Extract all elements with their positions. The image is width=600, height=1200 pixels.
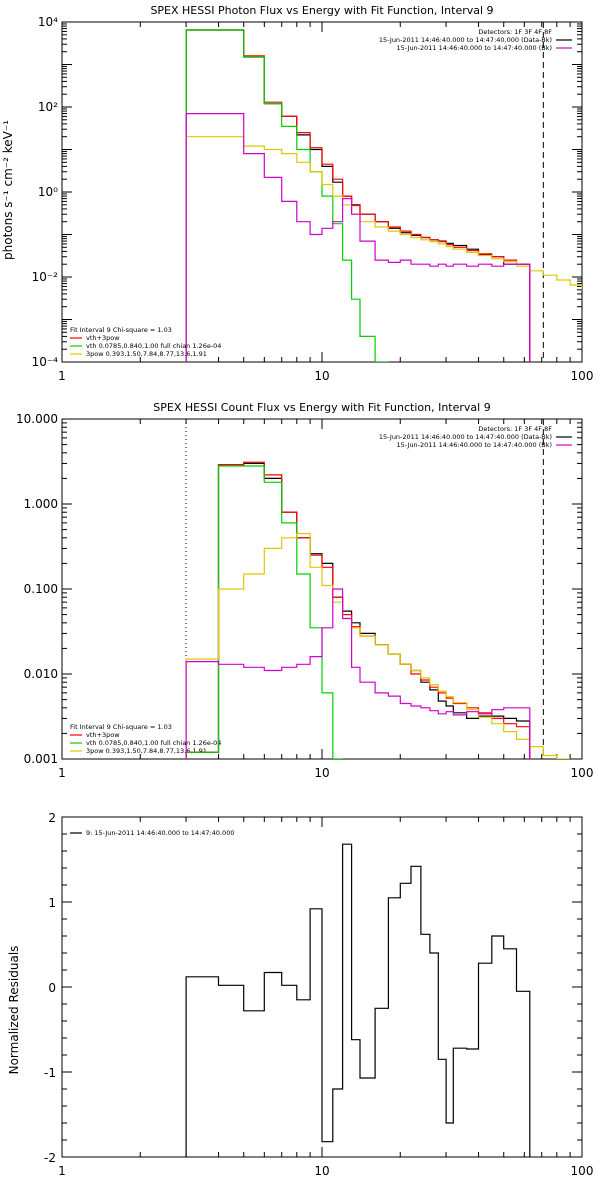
residuals-legend: 9: 15-Jun-2011 14:46:40.000 to 14:47:40.… — [70, 829, 234, 837]
photon-x-tick-label: 100 — [571, 369, 594, 383]
photon-x-tick-label: 10 — [314, 369, 329, 383]
photon-series-total — [185, 29, 531, 362]
count-legend-entry: vth+3pow — [86, 731, 120, 739]
residuals-legend-entry: 9: 15-Jun-2011 14:46:40.000 to 14:47:40.… — [86, 829, 234, 837]
residuals-y-tick-label: 2 — [48, 811, 56, 825]
photon-legend-entry: Fit Interval 9 Chi-square = 1.03 — [70, 326, 172, 334]
photon-x-tick-label: 1 — [58, 369, 66, 383]
panel-count-flux: SPEX HESSI Count Flux vs Energy with Fit… — [16, 401, 593, 780]
residuals-x-tick-label: 1 — [58, 1164, 66, 1178]
count-y-tick-label: 0.100 — [24, 582, 58, 596]
count-y-tick-label: 10.000 — [16, 412, 58, 426]
residuals-y-tick-label: 1 — [48, 896, 56, 910]
count-y-tick-label: 1.000 — [24, 497, 58, 511]
photon-y-axis-label: photons s⁻¹ cm⁻² keV⁻¹ — [1, 120, 15, 260]
photon-legend-entry: vth+3pow — [86, 334, 120, 342]
count-y-tick-label: 0.001 — [24, 752, 58, 766]
photon-y-tick-label: 10² — [38, 100, 58, 114]
residuals-y-tick-label: -2 — [44, 1151, 56, 1165]
count-y-tick-label: 0.010 — [24, 667, 58, 681]
residuals-y-axis-label: Normalized Residuals — [7, 946, 21, 1075]
count-series-thermal — [185, 465, 343, 759]
count-chart-title: SPEX HESSI Count Flux vs Energy with Fit… — [153, 401, 490, 414]
photon-legend-entry: Detectors: 1F 3F 4F 8F — [478, 28, 552, 36]
count-x-tick-label: 100 — [571, 766, 594, 780]
count-legend-entry: 3pow 0.393,1.50,7.84,8.77,13.6,1.91 — [86, 747, 207, 755]
photon-legend-bottomleft: Fit Interval 9 Chi-square = 1.03vth+3pow… — [70, 326, 221, 358]
residuals-y-tick-label: 0 — [48, 981, 56, 995]
panel-photon-flux: SPEX HESSI Photon Flux vs Energy with Fi… — [1, 4, 593, 383]
count-series-powerlaw — [185, 532, 571, 759]
residuals-x-tick-label: 100 — [571, 1164, 594, 1178]
photon-y-tick-label: 10⁰ — [38, 185, 58, 199]
count-series-background — [185, 588, 531, 759]
photon-y-tick-label: 10⁴ — [38, 15, 58, 29]
photon-series-powerlaw — [185, 136, 582, 362]
count-legend-entry: Detectors: 1F 3F 4F 8F — [478, 425, 552, 433]
photon-series-background — [185, 113, 531, 362]
photon-legend-entry: 3pow 0.393,1.50,7.84,8.77,13.6,1.91 — [86, 350, 207, 358]
photon-series-thermal — [185, 29, 389, 362]
photon-chart-title: SPEX HESSI Photon Flux vs Energy with Fi… — [150, 4, 493, 17]
photon-legend-entry: vth 0.0785,0.840,1.00 full chian 1.26e-0… — [86, 342, 221, 350]
count-legend-entry: 15-Jun-2011 14:46:40.000 to 14:47:40.000… — [379, 433, 552, 441]
residuals-series-data — [185, 843, 531, 1157]
residuals-x-tick-label: 10 — [314, 1164, 329, 1178]
panel-residuals: Normalized Residuals 9: 15-Jun-2011 14:4… — [7, 811, 593, 1178]
photon-legend-entry: 15-Jun-2011 14:46:40.000 to 14:47:40.000… — [397, 44, 552, 52]
photon-series-data — [185, 29, 531, 362]
photon-y-tick-label: 10⁻² — [32, 270, 59, 284]
count-legend-bottomleft: Fit Interval 9 Chi-square = 1.03vth+3pow… — [70, 723, 221, 755]
count-legend-entry: 15-Jun-2011 14:46:40.000 to 14:47:40.000… — [397, 441, 552, 449]
photon-legend-entry: 15-Jun-2011 14:46:40.000 to 14:47:40.000… — [379, 36, 552, 44]
residuals-y-tick-label: -1 — [44, 1066, 56, 1080]
count-x-tick-label: 1 — [58, 766, 66, 780]
photon-y-tick-label: 10⁻⁴ — [32, 355, 59, 369]
count-legend-entry: vth 0.0785,0.840,1.00 full chian 1.26e-0… — [86, 739, 221, 747]
count-legend-entry: Fit Interval 9 Chi-square = 1.03 — [70, 723, 172, 731]
count-x-tick-label: 10 — [314, 766, 329, 780]
